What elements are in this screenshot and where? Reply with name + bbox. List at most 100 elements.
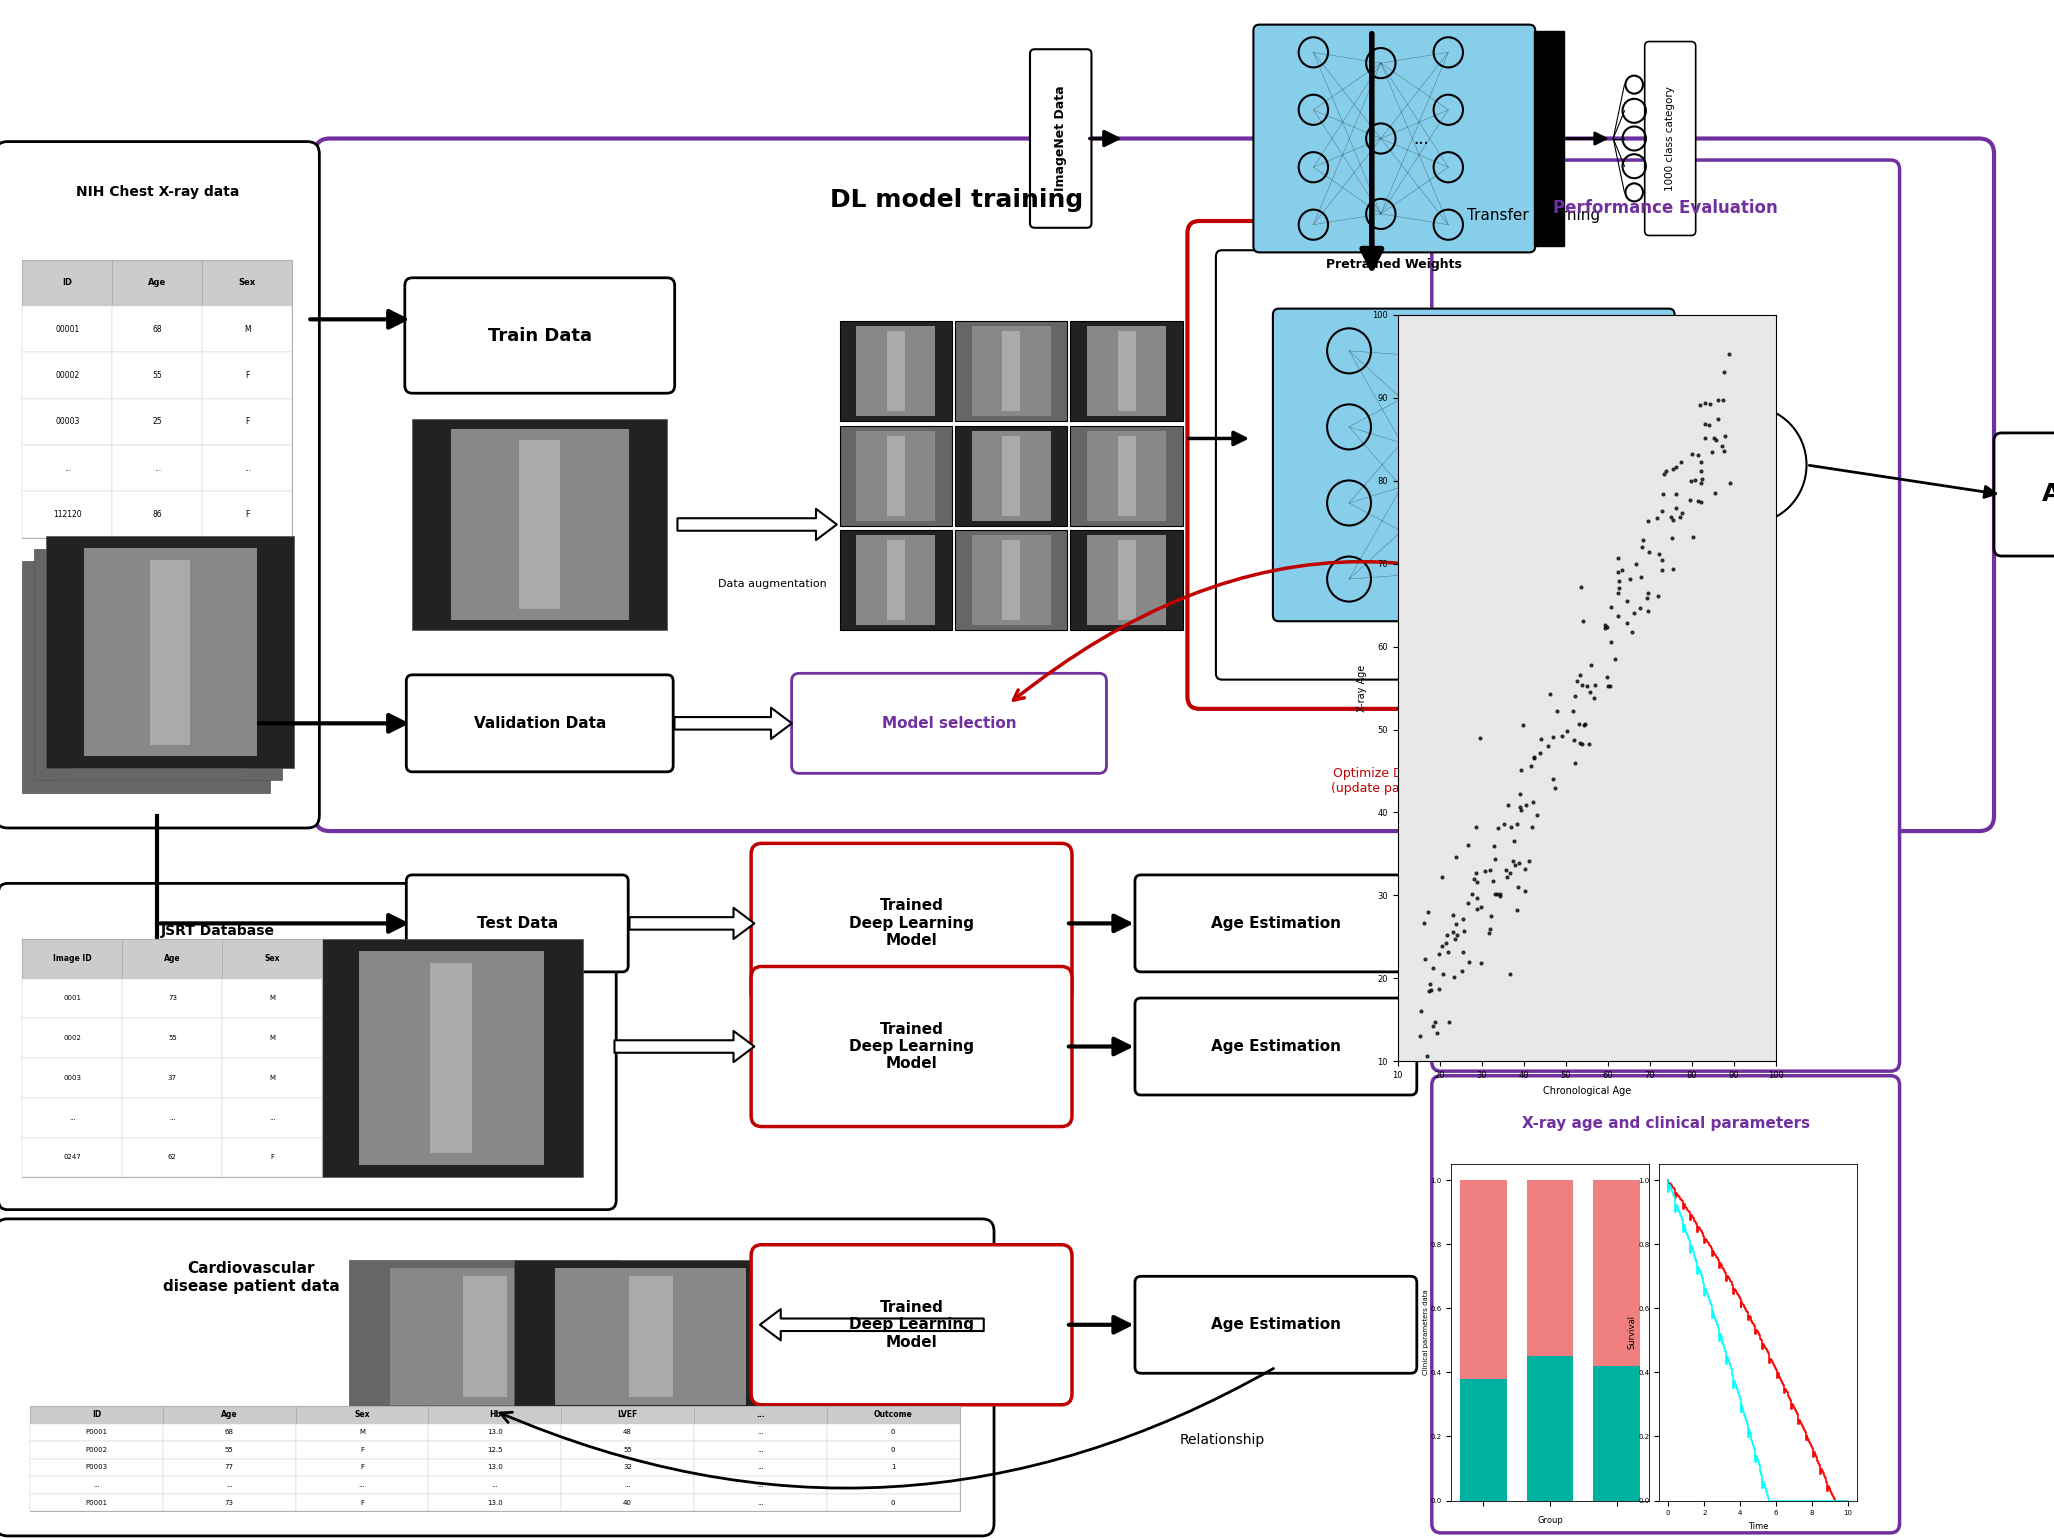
- Point: [1551, 719, 1584, 743]
- Point: [1594, 674, 1627, 699]
- Bar: [828, 1424, 959, 1441]
- Point: [1491, 865, 1524, 890]
- Bar: [1460, 1379, 1508, 1501]
- Point: [1674, 488, 1707, 512]
- Bar: [1526, 1180, 1573, 1356]
- Bar: [955, 531, 1068, 631]
- Point: [1481, 816, 1514, 840]
- Bar: [296, 1424, 429, 1441]
- Bar: [1087, 326, 1167, 416]
- Bar: [555, 1268, 746, 1405]
- Bar: [857, 431, 935, 520]
- Text: Transfer Learning: Transfer Learning: [1467, 208, 1600, 223]
- Point: [1682, 443, 1715, 468]
- Point: [1405, 999, 1438, 1023]
- Bar: [162, 1494, 296, 1511]
- Bar: [429, 1424, 561, 1441]
- X-axis label: Time: Time: [1748, 1522, 1768, 1531]
- Point: [1697, 425, 1729, 449]
- Bar: [296, 1494, 429, 1511]
- Point: [1658, 457, 1690, 482]
- Bar: [1002, 540, 1021, 620]
- Point: [1645, 499, 1678, 523]
- Point: [1709, 423, 1742, 448]
- Point: [1596, 629, 1629, 654]
- Bar: [162, 1476, 296, 1494]
- Bar: [887, 436, 906, 516]
- Bar: [514, 1260, 787, 1413]
- Bar: [887, 331, 906, 411]
- Text: Age: Age: [164, 954, 181, 963]
- Point: [1699, 480, 1732, 505]
- Text: 1: 1: [891, 1465, 896, 1470]
- Point: [1619, 600, 1651, 625]
- Bar: [123, 1019, 222, 1059]
- Point: [1465, 894, 1497, 919]
- Text: 77: 77: [224, 1465, 234, 1470]
- Text: Sex: Sex: [238, 279, 257, 288]
- Text: 55: 55: [168, 1036, 177, 1042]
- Text: ...: ...: [758, 1447, 764, 1453]
- Point: [1506, 759, 1538, 783]
- Bar: [113, 399, 203, 445]
- Bar: [222, 1137, 322, 1177]
- Point: [1598, 646, 1631, 671]
- Point: [1547, 723, 1580, 748]
- FancyBboxPatch shape: [1136, 999, 1417, 1096]
- Point: [1616, 620, 1649, 645]
- Bar: [23, 1097, 123, 1137]
- Text: Outcome: Outcome: [873, 1410, 912, 1419]
- Text: ...: ...: [168, 1114, 177, 1120]
- Bar: [1002, 331, 1021, 411]
- Bar: [1087, 431, 1167, 520]
- Text: ...: ...: [491, 1482, 499, 1488]
- Point: [1497, 853, 1530, 877]
- FancyArrowPatch shape: [501, 1368, 1273, 1488]
- Point: [1413, 979, 1446, 1003]
- Point: [1705, 434, 1738, 459]
- Point: [1514, 754, 1547, 779]
- Point: [1465, 951, 1497, 976]
- Bar: [203, 260, 292, 306]
- Point: [1567, 713, 1600, 737]
- Point: [1688, 426, 1721, 451]
- Bar: [629, 1276, 672, 1397]
- Bar: [222, 1019, 322, 1059]
- FancyBboxPatch shape: [0, 142, 318, 828]
- Point: [1493, 860, 1526, 885]
- Bar: [31, 1441, 162, 1459]
- Point: [1452, 891, 1485, 916]
- Bar: [31, 1407, 959, 1511]
- Point: [1524, 740, 1557, 765]
- Point: [1684, 471, 1717, 496]
- Point: [1701, 406, 1734, 431]
- Bar: [561, 1407, 694, 1424]
- Point: [1473, 917, 1506, 942]
- Bar: [694, 1494, 828, 1511]
- Text: P0003: P0003: [86, 1465, 107, 1470]
- Point: [1411, 1043, 1444, 1068]
- Bar: [23, 1019, 123, 1059]
- Bar: [162, 1424, 296, 1441]
- Point: [1516, 814, 1549, 839]
- Point: [1602, 546, 1635, 571]
- Bar: [1534, 31, 1563, 246]
- Text: 0: 0: [891, 1430, 896, 1436]
- Point: [1501, 851, 1534, 876]
- Bar: [955, 531, 1068, 631]
- Bar: [23, 306, 113, 352]
- Point: [1518, 745, 1551, 770]
- Point: [1610, 589, 1643, 614]
- Text: DL model training: DL model training: [830, 188, 1082, 212]
- Bar: [972, 431, 1050, 520]
- Point: [1590, 614, 1623, 639]
- Text: Performance Evaluation: Performance Evaluation: [1553, 199, 1779, 217]
- Bar: [857, 536, 935, 625]
- Text: Pretrained Weights: Pretrained Weights: [1327, 259, 1462, 271]
- Point: [1407, 911, 1440, 936]
- Bar: [72, 560, 244, 768]
- Point: [1497, 850, 1530, 874]
- Text: ...: ...: [1413, 129, 1430, 148]
- Point: [1565, 673, 1598, 697]
- Bar: [561, 1441, 694, 1459]
